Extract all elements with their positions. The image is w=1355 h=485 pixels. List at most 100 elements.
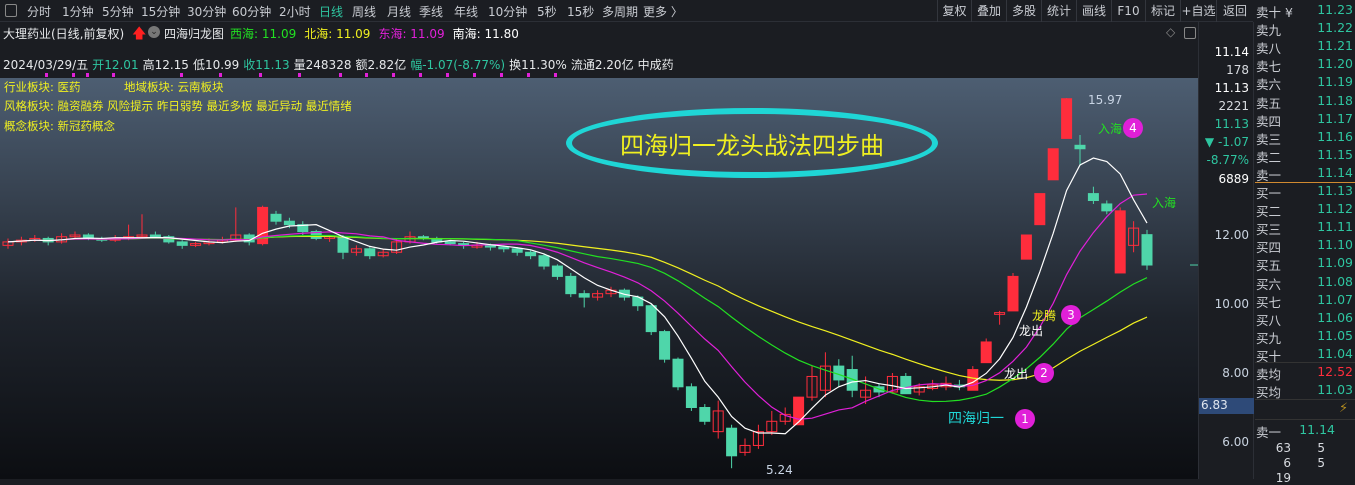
price-axis: 11.14 178 11.13 2221 11.13 ▼ -1.07 -8.77% 6889 1… — [1198, 22, 1254, 479]
quote-volume: 量248328 — [293, 58, 352, 72]
ask-row-label: 卖八 — [1256, 41, 1282, 57]
tab-period[interactable]: 周线 — [352, 5, 377, 19]
tab-period[interactable]: 1分钟 — [62, 5, 94, 19]
bid-row-price: 11.06 — [1317, 309, 1353, 325]
candle-up — [793, 396, 805, 426]
quote-open: 开12.01 — [92, 58, 139, 72]
tab-period[interactable]: 60分钟 — [232, 5, 272, 19]
axis-quote-value: 178 — [1226, 63, 1249, 77]
indicator-legend: 西海: 11.09 北海: 11.09 东海: 11.09 南海: 11.80 — [230, 25, 527, 42]
quote-line: 2024/03/29/五 开12.01 高12.15 低10.99 收11.13 量248… — [3, 56, 678, 73]
tab-period[interactable]: 季线 — [419, 5, 444, 19]
signal-dot — [500, 73, 503, 77]
candle-down — [538, 255, 550, 267]
cursor-price: 6.83 — [1199, 398, 1254, 414]
candle-down — [685, 386, 697, 408]
tab-period[interactable]: 多周期 — [602, 5, 639, 19]
ask-row: 卖三 11.16 — [1255, 129, 1355, 147]
candle-up — [967, 369, 979, 391]
tab-period[interactable]: 年线 — [454, 5, 479, 19]
candle-up — [257, 206, 269, 245]
bid-row: 买八 11.06 — [1255, 309, 1355, 328]
candle-down — [1087, 193, 1099, 201]
candle-up — [712, 410, 724, 433]
candle-up — [913, 386, 925, 393]
candle-down — [1101, 203, 1113, 212]
signal-dot — [72, 73, 75, 77]
toolbar-button[interactable]: 画线 — [1076, 0, 1111, 22]
bid-row: 买三 11.11 — [1255, 219, 1355, 237]
candle-down — [1074, 144, 1086, 150]
toolbar-button[interactable]: 标记 — [1145, 0, 1180, 22]
toolbar-button[interactable]: 复权 — [937, 0, 971, 22]
signal-dot — [298, 73, 301, 77]
toolbar-button[interactable]: +自选 — [1180, 0, 1216, 22]
divider — [1255, 362, 1355, 363]
tick-count: 5 — [1317, 441, 1325, 455]
quote-date: 2024/03/29/五 — [3, 58, 89, 72]
bid-row-label: 买九 — [1256, 330, 1282, 346]
price-tick: 12.00 — [1214, 228, 1249, 242]
toolbar-button[interactable]: 叠加 — [971, 0, 1006, 22]
candle-up — [1034, 193, 1046, 226]
signal-dot — [446, 73, 449, 77]
tab-period[interactable]: 10分钟 — [488, 5, 528, 19]
dragon-rise-label: 龙腾 — [1032, 309, 1057, 323]
signal-dot — [365, 73, 368, 77]
indicator-name[interactable]: 四海归龙图 — [164, 27, 225, 41]
candle-up — [1007, 275, 1019, 312]
sidebar-toggle-icon[interactable] — [5, 4, 17, 17]
quote-amount: 额2.82亿 — [355, 58, 407, 72]
tab-period[interactable]: 更多 〉 — [643, 5, 683, 19]
candle-down — [176, 241, 188, 246]
candle-down — [337, 236, 349, 253]
candle-down — [645, 305, 657, 333]
bid-row-price: 11.04 — [1317, 345, 1353, 361]
bid-row-price: 11.08 — [1317, 273, 1353, 289]
tab-period[interactable]: 月线 — [387, 5, 412, 19]
tick-volume: 6 — [1283, 456, 1291, 470]
tab-period[interactable]: 5分钟 — [102, 5, 134, 19]
avg-bid-row: 买均 11.03 — [1255, 382, 1355, 400]
ask-row-price: 11.21 — [1317, 38, 1353, 54]
candle-up — [819, 365, 831, 391]
tab-period[interactable]: 分时 — [27, 5, 52, 19]
tab-period[interactable]: 15分钟 — [141, 5, 181, 19]
bid-row: 买二 11.12 — [1255, 201, 1355, 219]
ask-row-price: 11.22 — [1317, 20, 1353, 36]
ask-row-label: 卖三 — [1256, 131, 1282, 147]
last-row: 卖一 11.14 — [1255, 422, 1355, 440]
candle-down — [525, 251, 537, 257]
candle-up — [860, 389, 872, 398]
quote-industry: 中成药 — [637, 58, 674, 72]
ma-line-north — [7, 235, 1148, 381]
ask-row-label: 卖六 — [1256, 77, 1282, 93]
divider — [1255, 399, 1355, 400]
diamond-icon[interactable]: ◇ — [1166, 25, 1176, 39]
price-tick: 6.00 — [1222, 435, 1249, 449]
step3-label: 龙出 — [1019, 324, 1044, 338]
candle-down — [672, 358, 684, 388]
tab-period[interactable]: 5秒 — [537, 5, 557, 19]
style-sector: 风格板块: 融资融券 风险提示 昨日弱势 最近多板 最近异动 最近情绪 — [4, 99, 352, 113]
candle-up — [752, 431, 764, 446]
toolbar-button[interactable]: 多股 — [1006, 0, 1041, 22]
tab-period[interactable]: 15秒 — [567, 5, 595, 19]
dropdown-icon[interactable]: ⌄ — [148, 26, 160, 38]
panel-toggle-icon[interactable] — [1184, 27, 1196, 39]
quote-close: 收11.13 — [243, 58, 290, 72]
toolbar-button[interactable]: 返回 — [1216, 0, 1253, 22]
ask-row-price: 11.18 — [1317, 92, 1353, 108]
bid-row-price: 11.12 — [1317, 201, 1353, 217]
toolbar-button[interactable]: F10 — [1111, 0, 1145, 22]
last-price: 11.14 — [1299, 422, 1335, 437]
lightning-icon[interactable]: ⚡ — [1339, 401, 1349, 416]
tab-period[interactable]: 30分钟 — [187, 5, 227, 19]
tab-period[interactable]: 2小时 — [279, 5, 311, 19]
candle-down — [846, 369, 858, 391]
axis-quote-value: 11.13 — [1214, 81, 1249, 95]
bid-row: 买五 11.09 — [1255, 255, 1355, 273]
tab-period[interactable]: 日线 — [319, 5, 344, 19]
signal-dot — [554, 73, 557, 77]
toolbar-button[interactable]: 统计 — [1041, 0, 1076, 22]
